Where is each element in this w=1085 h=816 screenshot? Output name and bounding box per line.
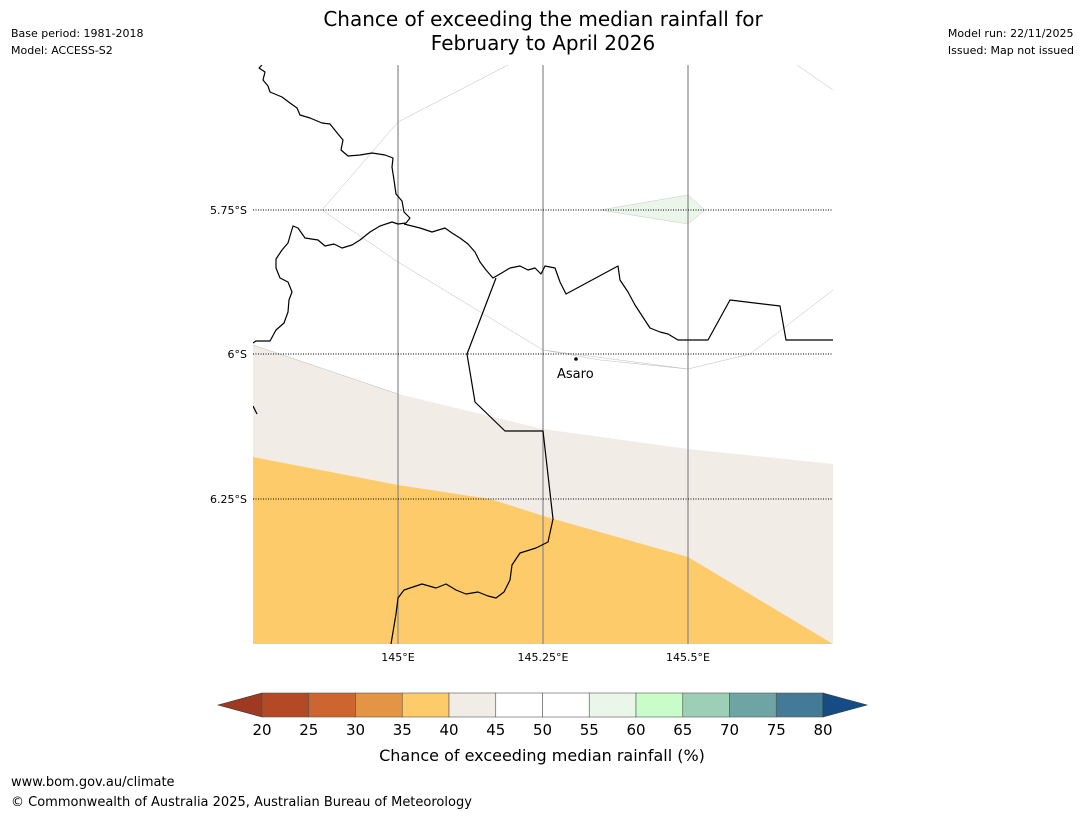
- longitude-gridlines: [397, 65, 689, 644]
- colorbar-tick-30: 30: [346, 721, 365, 739]
- colorbar-under-arrow: [216, 692, 263, 718]
- asaro-label: Asaro: [557, 367, 594, 382]
- colorbar-title: Chance of exceeding median rainfall (%): [379, 746, 705, 765]
- colorbar-tick-70: 70: [720, 721, 739, 739]
- province-boundaries: [253, 65, 833, 644]
- colorbar-over-arrow: [822, 692, 869, 718]
- colorbar-cell-55-60: [588, 692, 637, 718]
- lon-label-145.5: 145.5°E: [666, 651, 710, 664]
- lat-label-5.75: 5.75°S: [210, 204, 247, 217]
- colorbar-cell-65-70: [682, 692, 730, 718]
- colorbar-cell-75-80: [775, 692, 824, 718]
- colorbar-tick-40: 40: [439, 721, 458, 739]
- model-run: Model run: 22/11/2025: [947, 27, 1074, 40]
- colorbar-cell-40-45: [448, 692, 497, 718]
- footer-url[interactable]: www.bom.gov.au/climate: [11, 775, 175, 790]
- colorbar: 20 25 30 35 40 45 50 55 60 65 70 75 80 Chance of exc…: [216, 692, 869, 765]
- colorbar-cell-25-30: [308, 692, 356, 718]
- model-name: Model: ACCESS-S2: [11, 44, 113, 57]
- map-title: Chance of exceeding the median rainfall …: [243, 7, 843, 55]
- lon-label-145.25: 145.25°E: [518, 651, 569, 664]
- colorbar-tick-60: 60: [626, 721, 645, 739]
- run-info: Model run: 22/11/2025 Issued: Map not is…: [948, 25, 1074, 59]
- colorbar-cell-60-65: [635, 692, 684, 718]
- colorbar-tick-65: 65: [673, 721, 692, 739]
- colorbar-tick-labels: 20 25 30 35 40 45 50 55 60 65 70 75 80: [252, 721, 832, 739]
- colorbar-tick-20: 20: [252, 721, 271, 739]
- issued-status: Issued: Map not issued: [947, 44, 1074, 57]
- colorbar-cell-35-40: [401, 692, 450, 718]
- colorbar-cell-20-25: [261, 692, 310, 718]
- colorbar-cell-30-35: [355, 692, 403, 718]
- asaro-marker: [574, 357, 578, 361]
- colorbar-cells: [261, 692, 824, 718]
- title-line-2: February to April 2026: [430, 31, 656, 55]
- footer-copyright: © Commonwealth of Australia 2025, Austra…: [11, 795, 472, 810]
- zone-55-60: [599, 194, 706, 225]
- colorbar-cell-50-55: [542, 692, 590, 718]
- colorbar-tick-50: 50: [533, 721, 552, 739]
- latitude-gridlines: [253, 209, 833, 500]
- title-line-1: Chance of exceeding the median rainfall …: [323, 7, 763, 31]
- map-plot-area: Asaro: [253, 65, 833, 644]
- lon-label-145: 145°E: [381, 651, 414, 664]
- colorbar-cell-70-75: [729, 692, 777, 718]
- base-period: Base period: 1981-2018: [11, 27, 144, 40]
- colorbar-tick-55: 55: [580, 721, 599, 739]
- colorbar-tick-35: 35: [393, 721, 412, 739]
- lat-label-6: 6°S: [228, 348, 247, 361]
- colorbar-tick-45: 45: [486, 721, 505, 739]
- colorbar-tick-25: 25: [299, 721, 318, 739]
- colorbar-cell-45-50: [495, 692, 543, 718]
- colorbar-tick-75: 75: [767, 721, 786, 739]
- colorbar-tick-80: 80: [813, 721, 832, 739]
- triangulation-lines: [253, 65, 833, 395]
- model-info: Base period: 1981-2018 Model: ACCESS-S2: [11, 25, 143, 59]
- lat-label-6.25: 6.25°S: [210, 493, 247, 506]
